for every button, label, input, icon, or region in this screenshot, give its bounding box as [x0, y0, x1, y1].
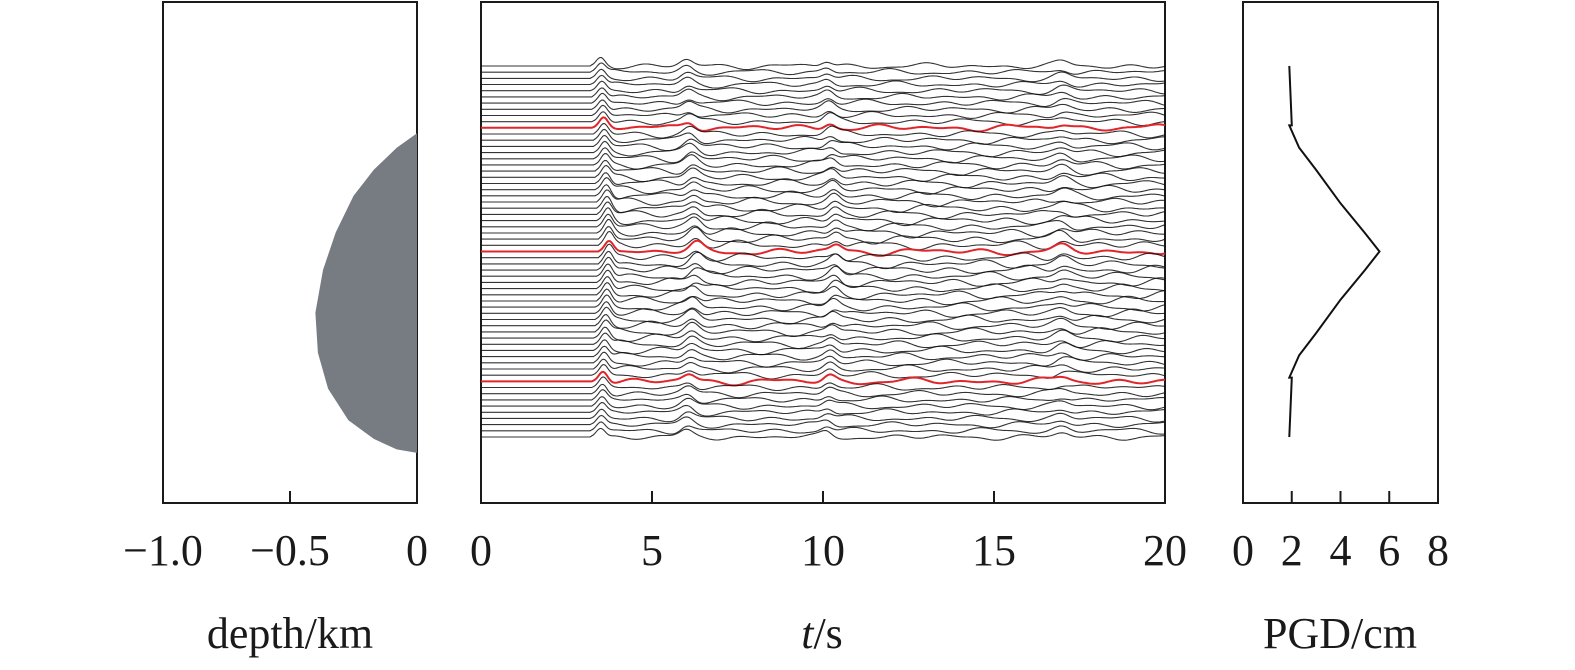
waveform-traces: [481, 56, 1166, 441]
pgd-tick-label-4: 8: [1427, 526, 1449, 575]
time-tick-label-4: 20: [1143, 526, 1187, 575]
waveform-trace-3: [481, 74, 1166, 89]
waveform-trace-34: [481, 263, 1166, 281]
depth-panel: −1.0 −0.5 0 depth/km: [123, 1, 428, 658]
waveform-trace-53: [481, 383, 1166, 399]
highlight-trace-30: [481, 239, 1166, 257]
waveform-trace-41: [481, 306, 1166, 325]
waveform-trace-44: [481, 326, 1166, 343]
waveform-trace-0: [481, 56, 1166, 71]
waveform-trace-5: [481, 87, 1166, 102]
waveform-trace-29: [481, 230, 1166, 251]
waveform-trace-35: [481, 269, 1166, 289]
pgd-panel-frame: [1242, 1, 1439, 504]
waveform-trace-33: [481, 256, 1166, 276]
time-tick-label-3: 15: [972, 526, 1016, 575]
time-tick-label-0: 0: [470, 526, 492, 575]
waveform-trace-49: [481, 358, 1165, 374]
waveform-trace-2: [481, 68, 1166, 83]
time-tick-label-2: 10: [801, 526, 845, 575]
waveform-trace-15: [481, 147, 1166, 164]
waveform-trace-8: [481, 104, 1166, 119]
waveform-trace-1: [481, 62, 1166, 76]
waveform-trace-37: [481, 282, 1166, 300]
waveform-trace-20: [481, 176, 1166, 195]
waveform-trace-9: [481, 111, 1166, 127]
waveform-trace-4: [481, 80, 1166, 95]
waveform-ticks: 0 5 10 15 20: [470, 491, 1187, 575]
pgd-tick-label-0: 0: [1232, 526, 1254, 575]
waveform-trace-55: [481, 396, 1166, 411]
waveform-trace-39: [481, 294, 1166, 312]
waveform-trace-54: [481, 389, 1166, 404]
waveform-trace-46: [481, 339, 1166, 356]
waveform-trace-60: [481, 427, 1166, 441]
depth-profile-area: [315, 133, 417, 453]
pgd-profile-line: [1287, 65, 1381, 438]
depth-tick-label-0: −1.0: [123, 526, 203, 575]
highlight-trace-51: [481, 370, 1166, 387]
pgd-axis-title: PGD/cm: [1263, 609, 1417, 658]
waveform-trace-11: [481, 123, 1166, 139]
waveform-trace-59: [481, 421, 1166, 435]
depth-tick-label-2: 0: [406, 526, 428, 575]
pgd-tick-label-3: 6: [1378, 526, 1400, 575]
waveform-trace-43: [481, 319, 1166, 338]
waveform-panel: 0 5 10 15 20 t/s: [470, 1, 1187, 658]
waveform-trace-31: [481, 243, 1166, 262]
waveform-trace-26: [481, 213, 1166, 232]
waveform-trace-21: [481, 184, 1166, 201]
waveform-trace-48: [481, 351, 1166, 368]
waveform-trace-57: [481, 408, 1166, 423]
waveform-trace-25: [481, 207, 1165, 227]
waveform-trace-23: [481, 195, 1166, 214]
waveform-trace-16: [481, 153, 1166, 170]
highlight-trace-10: [481, 116, 1166, 133]
depth-axis-title: depth/km: [207, 609, 373, 658]
pgd-tick-label-1: 2: [1281, 526, 1303, 575]
waveform-trace-38: [481, 288, 1166, 307]
waveform-trace-36: [481, 276, 1166, 294]
waveform-trace-24: [481, 201, 1166, 220]
waveform-trace-19: [481, 172, 1166, 189]
waveform-trace-47: [481, 345, 1165, 361]
waveform-trace-22: [481, 189, 1166, 208]
depth-ticks: −1.0 −0.5 0: [123, 491, 428, 575]
time-tick-label-1: 5: [641, 526, 663, 575]
waveform-trace-58: [481, 414, 1166, 429]
waveform-trace-6: [481, 92, 1166, 108]
waveform-trace-28: [481, 226, 1166, 245]
pgd-tick-label-2: 4: [1330, 526, 1352, 575]
waveform-trace-18: [481, 164, 1165, 183]
waveform-trace-13: [481, 134, 1166, 152]
waveform-trace-27: [481, 218, 1165, 239]
waveform-trace-56: [481, 402, 1166, 417]
depth-tick-label-1: −0.5: [250, 526, 330, 575]
waveform-trace-12: [481, 128, 1166, 145]
waveform-trace-32: [481, 250, 1165, 270]
waveform-trace-7: [481, 99, 1166, 114]
waveform-trace-42: [481, 314, 1166, 330]
waveform-trace-45: [481, 332, 1166, 350]
waveform-trace-14: [481, 140, 1166, 158]
waveform-axis-title: t/s: [801, 609, 843, 658]
